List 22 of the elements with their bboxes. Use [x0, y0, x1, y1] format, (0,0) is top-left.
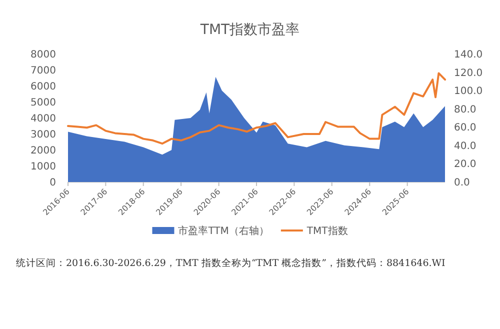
- line-series: [67, 72, 446, 145]
- y2-tick-label: 40.0: [454, 140, 476, 152]
- y2-tick-label: 120.0: [454, 68, 483, 79]
- y-tick-label: 1000: [30, 162, 56, 172]
- y2-tick-label: 0.0: [454, 178, 470, 188]
- y-tick-label: 3000: [30, 130, 56, 140]
- y2-tick-label: 140.0: [454, 50, 483, 60]
- chart-title: TMT指数市盈率: [199, 22, 300, 38]
- y-tick-label: 5000: [30, 98, 56, 108]
- y-tick-label: 0: [50, 178, 56, 188]
- y-tick-label: 2000: [30, 146, 56, 156]
- y-tick-label: 4000: [30, 114, 56, 124]
- y2-tick-label: 60.0: [454, 122, 476, 134]
- y-tick-label: 6000: [30, 82, 56, 92]
- legend-label: TMT指数: [306, 225, 348, 237]
- y2-tick-label: 80.0: [454, 104, 476, 116]
- y2-tick-label: 100.0: [454, 86, 483, 98]
- legend-label: 市盈率TTM（右轴）: [178, 225, 269, 237]
- text: 统计区间：2016.6.30-2026.6.29，TMT 指数全称为“TMT 概念指数”，指数代码：8841646.WI: [16, 257, 446, 269]
- y-tick-label: 8000: [30, 50, 56, 60]
- y-tick-label: 7000: [30, 66, 56, 76]
- y2-tick-label: 20.0: [454, 159, 476, 170]
